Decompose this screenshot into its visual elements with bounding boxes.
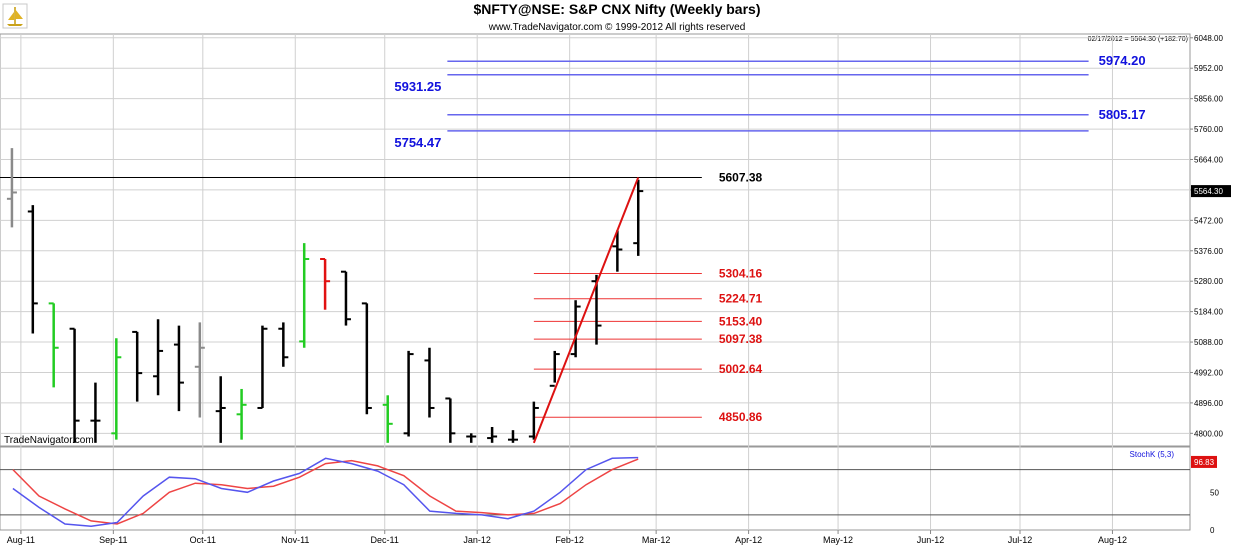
ohlc-bar [194,322,205,418]
price-tick-label: 5088.00 [1194,338,1223,347]
retracement-label: 5153.40 [719,314,763,328]
price-info-readout: 02/17/2012 = 5564.30 (+182.70) [1088,36,1188,43]
month-tick-label: Jan-12 [463,535,491,545]
ohlc-bar [236,388,247,440]
ohlc-bar [90,382,101,443]
stoch-panel-frame [0,446,1191,531]
retracement-label: 4850.86 [719,410,763,424]
stoch-d-line [12,458,639,525]
grid-layer [0,34,1190,530]
tradenavigator-logo-icon [2,3,28,29]
price-tick-label: 4896.00 [1194,399,1223,408]
retracement-label: 5224.71 [719,292,763,306]
price-tick-label: 6048.00 [1194,34,1223,43]
month-tick-label: Aug-12 [1098,535,1127,545]
ohlc-bar [173,325,184,412]
ohlc-bar [403,350,414,437]
ohlc-bar [528,401,539,440]
price-tick-label: 5664.00 [1194,156,1223,165]
ohlc-bars [6,148,644,443]
level-lines: 5607.38 5304.16 5224.71 5153.40 5097.38 5002.… [0,53,1146,424]
month-tick-label: Sep-11 [99,535,127,545]
price-tick-label: 5472.00 [1194,216,1223,225]
projection-label: 5805.17 [1099,107,1146,122]
ohlc-bar [132,330,143,402]
ohlc-bar [69,327,80,443]
retracement-label: 5304.16 [719,267,763,281]
ohlc-bar [6,148,17,228]
ohlc-bar [299,243,310,348]
price-tick-label: 5184.00 [1194,308,1223,317]
swing-high-label: 5607.38 [719,170,763,184]
month-tick-label: Oct-11 [190,535,216,545]
month-tick-label: Aug-11 [7,535,35,545]
ohlc-bar [549,350,560,387]
trendline-layer [532,177,640,444]
month-tick-label: Jul-12 [1008,535,1033,545]
ohlc-bar [570,300,581,358]
stoch-tick-label: 50 [1210,488,1219,497]
month-tick-label: Jun-12 [917,535,945,545]
ohlc-bar [340,270,351,326]
ohlc-bar [27,205,38,334]
projection-label: 5974.20 [1099,53,1146,68]
projection-label: 5754.47 [394,135,441,150]
month-tick-label: May-12 [823,535,853,545]
month-tick-label: Nov-11 [281,535,309,545]
stoch-tick-label: 0 [1210,526,1215,535]
price-tick-label: 5952.00 [1194,64,1223,73]
ohlc-bar [466,433,477,443]
price-tick-label: 4992.00 [1194,368,1223,377]
ohlc-bar [153,319,164,396]
ohlc-bar [445,397,456,443]
ohlc-bar [320,258,331,310]
price-axis: 4800.00 4896.00 4992.00 5088.00 5184.00 5280.… [1190,34,1231,438]
price-tick-label: 5280.00 [1194,277,1223,286]
current-price-tag [1191,185,1231,198]
watermark-text: TradeNavigator.com [4,435,94,446]
chart-copyright: www.TradeNavigator.com © 1999-2012 All r… [488,22,746,33]
price-tick-label: 5856.00 [1194,95,1223,104]
ohlc-bar [361,302,372,415]
stochastic-layer: 0 50 96.83 [0,455,1219,535]
ohlc-bar [111,338,122,440]
ohlc-bar [487,426,498,443]
chart-title: $NFTY@NSE: S&P CNX Nifty (Weekly bars) [474,1,761,17]
ohlc-bar [215,376,226,443]
price-tick-label: 5376.00 [1194,247,1223,256]
month-tick-label: Mar-12 [642,535,671,545]
month-tick-label: Apr-12 [735,535,762,545]
ohlc-bar [278,322,289,367]
price-tick-label: 5760.00 [1194,125,1223,134]
stoch-value-tag [1191,455,1217,468]
retracement-label: 5097.38 [719,332,763,346]
stoch-value-label: 96.83 [1194,458,1215,467]
ohlc-bar [612,230,623,272]
retracement-label: 5002.64 [719,362,763,376]
ohlc-bar [382,395,393,443]
stoch-indicator-label: StochK (5,3) [1130,450,1175,459]
stoch-k-line [12,456,639,527]
current-price-label: 5564.30 [1194,187,1223,196]
ohlc-bar [257,325,268,409]
ohlc-bar [633,179,644,256]
month-tick-label: Dec-11 [371,535,399,545]
ohlc-bar [424,347,435,418]
price-tick-label: 4800.00 [1194,429,1223,438]
ohlc-bar [591,274,602,345]
price-panel-frame [0,33,1191,447]
ohlc-bar [507,430,518,443]
projection-label: 5931.25 [394,79,441,94]
trendline [532,177,640,444]
ohlc-bar [48,302,59,388]
date-axis: Aug-11 Sep-11 Oct-11 Nov-11 Dec-11 Jan-12 Feb-… [7,530,1127,545]
month-tick-label: Feb-12 [555,535,584,545]
